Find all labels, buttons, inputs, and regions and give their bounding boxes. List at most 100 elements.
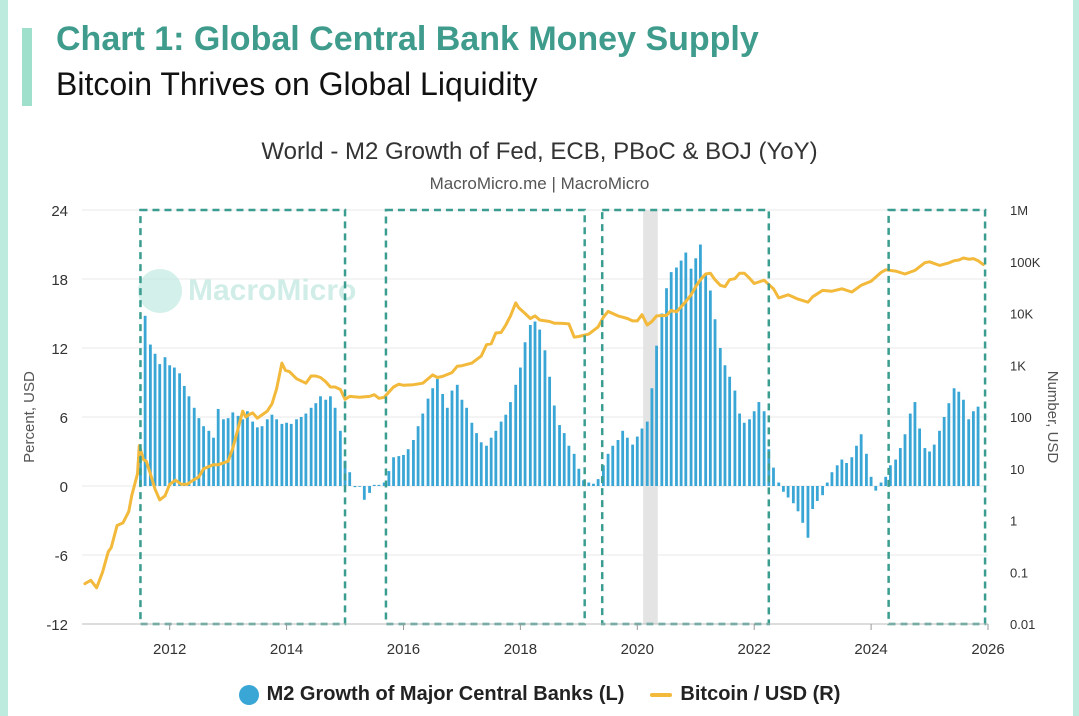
- bar: [913, 402, 917, 486]
- bar: [791, 486, 795, 504]
- bar: [392, 457, 395, 486]
- bar: [587, 482, 591, 486]
- bar: [523, 342, 527, 486]
- bar: [558, 425, 561, 486]
- bar: [538, 329, 542, 486]
- bar: [932, 444, 936, 486]
- y2-tick-label: 10: [1010, 462, 1024, 477]
- bar: [821, 486, 824, 496]
- bar: [650, 388, 654, 486]
- y2-tick-label: 0.1: [1010, 565, 1028, 580]
- bar: [611, 445, 615, 486]
- bar: [738, 413, 741, 486]
- bar: [645, 421, 649, 486]
- bar: [923, 448, 927, 486]
- bar: [514, 384, 518, 486]
- bar: [397, 456, 401, 486]
- y2-tick-label: 100K: [1010, 255, 1041, 270]
- bar: [450, 390, 454, 486]
- bar: [148, 344, 152, 486]
- bar: [295, 419, 298, 486]
- bar: [494, 430, 498, 486]
- bar: [728, 376, 732, 486]
- bar: [426, 398, 430, 486]
- legend-item-m2[interactable]: M2 Growth of Major Central Banks (L): [238, 683, 624, 706]
- bar: [533, 321, 537, 486]
- bar: [377, 484, 381, 486]
- bar: [704, 273, 708, 486]
- y2-tick-label: 1M: [1010, 203, 1028, 218]
- bar: [835, 465, 839, 486]
- legend-bitcoin-label: Bitcoin / USD (R): [680, 683, 841, 705]
- x-tick-label: 2014: [270, 641, 303, 658]
- bar: [324, 399, 328, 486]
- bar: [289, 423, 293, 486]
- watermark-logo-icon: [138, 269, 182, 313]
- x-tick-label: 2026: [971, 641, 1004, 658]
- bar: [275, 419, 279, 486]
- bar: [241, 419, 245, 486]
- legend-bitcoin-line-icon: [650, 692, 673, 697]
- bar: [815, 486, 819, 501]
- y-tick-label: 6: [60, 410, 68, 427]
- bar: [445, 407, 449, 486]
- bar: [270, 414, 274, 486]
- shaded-period: [643, 210, 658, 624]
- y-tick-label: 18: [51, 272, 68, 289]
- bar: [158, 364, 162, 486]
- bar: [903, 434, 907, 486]
- bar: [475, 433, 478, 486]
- bar: [631, 444, 635, 486]
- bar: [552, 405, 556, 486]
- y2-tick-label: 100: [1010, 410, 1032, 425]
- y2-tick-label: 10K: [1010, 307, 1033, 322]
- bar: [260, 426, 264, 486]
- bar: [499, 421, 503, 486]
- bar: [216, 408, 220, 486]
- bar: [358, 486, 362, 487]
- bar: [172, 367, 176, 486]
- bar: [372, 484, 376, 486]
- bar: [353, 486, 357, 488]
- legend-item-bitcoin[interactable]: Bitcoin / USD (R): [650, 683, 840, 706]
- bar: [967, 419, 971, 486]
- bar: [567, 445, 571, 486]
- bar: [845, 463, 848, 486]
- x-tick-label: 2024: [854, 641, 887, 658]
- bar: [976, 406, 980, 486]
- bar: [470, 422, 474, 486]
- bar: [625, 437, 629, 486]
- bar: [319, 396, 322, 486]
- bar: [962, 399, 965, 486]
- bar: [362, 486, 366, 500]
- bar: [441, 394, 445, 486]
- bar: [406, 449, 410, 486]
- accent-bar: [22, 28, 32, 106]
- bar: [884, 476, 888, 486]
- bar: [786, 486, 790, 498]
- bar: [616, 440, 620, 486]
- bar: [971, 411, 975, 486]
- bar: [859, 434, 863, 486]
- bar: [894, 459, 898, 486]
- bar: [431, 388, 435, 486]
- bar: [504, 414, 508, 486]
- bar: [246, 411, 249, 486]
- bar: [333, 407, 337, 486]
- axes-layer: 24 18 12 6 0 -6 -12 2012 2014 2016 2018 2020 2022 202…: [21, 203, 1061, 658]
- bitcoin-line: [83, 256, 985, 590]
- bar: [596, 479, 600, 486]
- bar: [855, 445, 858, 486]
- legend-m2-dot-icon: [238, 684, 259, 705]
- x-tick-label: 2016: [387, 641, 420, 658]
- y-tick-label: -6: [55, 548, 68, 565]
- x-tick-label: 2012: [153, 641, 186, 658]
- bar: [640, 428, 644, 486]
- y-tick-label: -12: [46, 617, 68, 634]
- bar: [314, 403, 318, 486]
- page-title: Chart 1: Global Central Bank Money Suppl…: [56, 20, 759, 58]
- bar: [202, 426, 205, 486]
- bar: [840, 459, 844, 486]
- bar: [801, 486, 805, 523]
- bar: [675, 267, 678, 486]
